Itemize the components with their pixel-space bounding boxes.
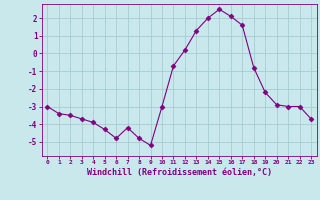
X-axis label: Windchill (Refroidissement éolien,°C): Windchill (Refroidissement éolien,°C) (87, 168, 272, 177)
